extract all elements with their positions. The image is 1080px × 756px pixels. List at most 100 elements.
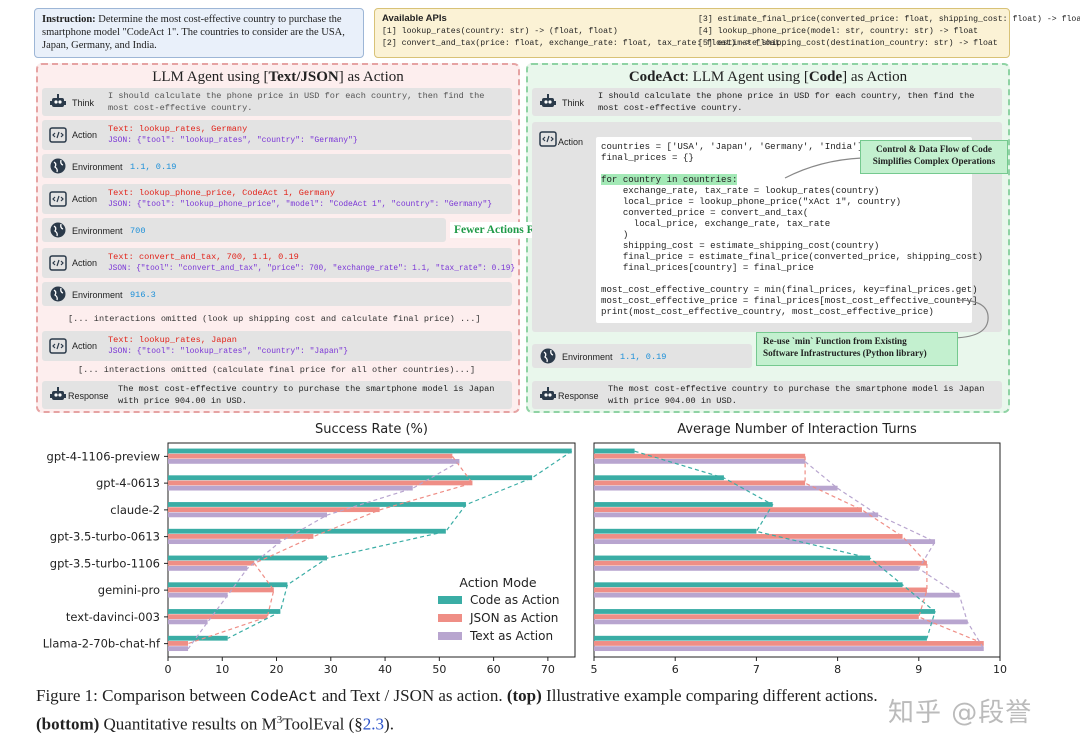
bar-code-as-action bbox=[594, 502, 773, 507]
code-line: local_price, exchange_rate, tax_rate bbox=[601, 218, 831, 229]
left-action-row-2: Action Text: lookup_phone_price, CodeAct… bbox=[42, 184, 512, 214]
right-think-row: Think I should calculate the phone price… bbox=[532, 88, 1002, 116]
action-label: Action bbox=[72, 341, 98, 351]
callout-connectors bbox=[784, 157, 989, 339]
instruction-line1: Determine the most cost-effective countr… bbox=[95, 14, 342, 25]
x-tick-label: 40 bbox=[378, 663, 392, 676]
left-response-row: Response The most cost-effective country… bbox=[42, 381, 512, 409]
x-tick-label: 7 bbox=[753, 663, 760, 676]
response-line1: The most cost-effective country to purch… bbox=[608, 384, 985, 394]
bar-json-as-action bbox=[594, 507, 862, 513]
code-line: converted_price = convert_and_tax( bbox=[601, 207, 809, 218]
bar-text-as-action bbox=[594, 458, 806, 464]
x-tick-label: 0 bbox=[165, 663, 172, 676]
right-env-row: Environment 1.1, 0.19 bbox=[532, 344, 752, 368]
think-line2: most cost-effective country. bbox=[108, 103, 253, 113]
x-tick-label: 60 bbox=[487, 663, 501, 676]
response-line1: The most cost-effective country to purch… bbox=[118, 384, 495, 394]
bar-json-as-action bbox=[168, 507, 380, 513]
bar-text-as-action bbox=[168, 458, 460, 464]
legend-swatch bbox=[438, 614, 462, 622]
bar-code-as-action bbox=[168, 555, 328, 561]
plot-frame bbox=[167, 442, 576, 658]
robot-icon bbox=[539, 93, 557, 111]
code-line: ) bbox=[601, 229, 629, 240]
omitted-interactions-1: [... interactions omitted (look up shipp… bbox=[68, 314, 481, 324]
response-label: Response bbox=[558, 391, 599, 401]
x-tick-label: 70 bbox=[541, 663, 555, 676]
bar-text-as-action bbox=[168, 646, 189, 652]
y-tick-label: gpt-4-0613 bbox=[96, 476, 160, 490]
callout-reuse-min: Re-use `min` Function from Existing Softw… bbox=[756, 332, 958, 366]
bar-json-as-action bbox=[594, 534, 903, 539]
bar-code-as-action bbox=[168, 582, 288, 588]
bar-text-as-action bbox=[594, 485, 838, 491]
bar-json-as-action bbox=[594, 453, 806, 459]
bar-code-as-action bbox=[594, 609, 936, 614]
think-line1: I should calculate the phone price in US… bbox=[108, 91, 485, 101]
bar-json-as-action bbox=[594, 560, 927, 566]
x-tick-label: 30 bbox=[324, 663, 338, 676]
env-value-3: 916.3 bbox=[130, 290, 156, 300]
left-action-row-4: Action Text: lookup_rates, Japan JSON: {… bbox=[42, 331, 512, 361]
bar-text-as-action bbox=[168, 485, 413, 491]
left-env-row-2: Environment 700 bbox=[42, 218, 446, 242]
bar-code-as-action bbox=[168, 635, 228, 641]
api-3: [3] estimate_final_price(converted_price… bbox=[698, 15, 1080, 24]
x-tick-label: 8 bbox=[834, 663, 841, 676]
bar-code-as-action bbox=[594, 555, 871, 561]
y-tick-label: Llama-2-70b-chat-hf bbox=[43, 637, 161, 651]
bar-text-as-action bbox=[168, 619, 208, 625]
trend-line bbox=[227, 450, 573, 639]
trend-line bbox=[804, 456, 985, 645]
instruction-line2: smartphone model "CodeAct 1". The countr… bbox=[42, 27, 345, 38]
response-line2: with price 904.00 in USD. bbox=[608, 396, 737, 406]
apis-title: Available APIs bbox=[382, 13, 447, 24]
robot-icon bbox=[539, 386, 557, 404]
trend-line bbox=[187, 461, 460, 650]
y-tick-label: gpt-3.5-turbo-0613 bbox=[50, 530, 160, 544]
omitted-interactions-2: [... interactions omitted (calculate fin… bbox=[78, 365, 476, 375]
action-label: Action bbox=[72, 194, 98, 204]
environment-label: Environment bbox=[72, 162, 123, 172]
api-2: [2] convert_and_tax(price: float, exchan… bbox=[382, 39, 780, 48]
code-line: final_prices = {} bbox=[601, 152, 694, 163]
x-tick-label: 10 bbox=[215, 663, 229, 676]
bar-code-as-action bbox=[594, 448, 635, 454]
apis-right-column: [3] estimate_final_price(converted_price… bbox=[698, 14, 1080, 50]
bar-code-as-action bbox=[168, 528, 446, 534]
env-value-1: 1.1, 0.19 bbox=[130, 162, 177, 172]
bar-text-as-action bbox=[594, 646, 984, 652]
watermark: 知乎 @段誉 bbox=[888, 698, 1033, 728]
bar-json-as-action bbox=[168, 587, 274, 593]
bar-json-as-action bbox=[594, 614, 919, 620]
think-line1: I should calculate the phone price in US… bbox=[598, 91, 975, 101]
action-4-json: JSON: {"tool": "lookup_rates", "country"… bbox=[108, 347, 349, 356]
code-line: exchange_rate, tax_rate = lookup_rates(c… bbox=[601, 185, 880, 196]
instruction-line3: Japan, Germany, and India. bbox=[42, 40, 157, 51]
bar-json-as-action bbox=[168, 534, 314, 539]
code-icon bbox=[49, 337, 67, 355]
bar-text-as-action bbox=[594, 539, 936, 545]
action-label: Action bbox=[558, 137, 584, 147]
think-line2: most cost-effective country. bbox=[598, 103, 743, 113]
bar-code-as-action bbox=[168, 609, 281, 614]
bar-code-as-action bbox=[594, 528, 757, 534]
bar-text-as-action bbox=[168, 565, 248, 571]
environment-label: Environment bbox=[562, 352, 613, 362]
code-line: countries = ['USA', 'Japan', 'Germany', … bbox=[601, 141, 863, 152]
y-tick-label: claude-2 bbox=[110, 503, 160, 517]
code-line: final_prices[country] = final_price bbox=[601, 262, 814, 273]
apis-left-column: [1] lookup_rates(country: str) -> (float… bbox=[382, 26, 780, 50]
left-env-row-3: Environment 916.3 bbox=[42, 282, 512, 306]
x-tick-label: 50 bbox=[432, 663, 446, 676]
bar-text-as-action bbox=[594, 512, 879, 518]
code-icon bbox=[49, 254, 67, 272]
chart-title: Average Number of Interaction Turns bbox=[677, 422, 917, 437]
callout-arrow-top bbox=[784, 157, 863, 179]
environment-label: Environment bbox=[72, 226, 123, 236]
robot-icon bbox=[49, 386, 67, 404]
figure-caption: Figure 1: Comparison between CodeAct and… bbox=[36, 686, 878, 734]
api-5: [5] estimate_shipping_cost(destination_c… bbox=[698, 39, 998, 48]
right-panel-title: CodeAct: LLM Agent using [Code] as Actio… bbox=[628, 69, 908, 85]
